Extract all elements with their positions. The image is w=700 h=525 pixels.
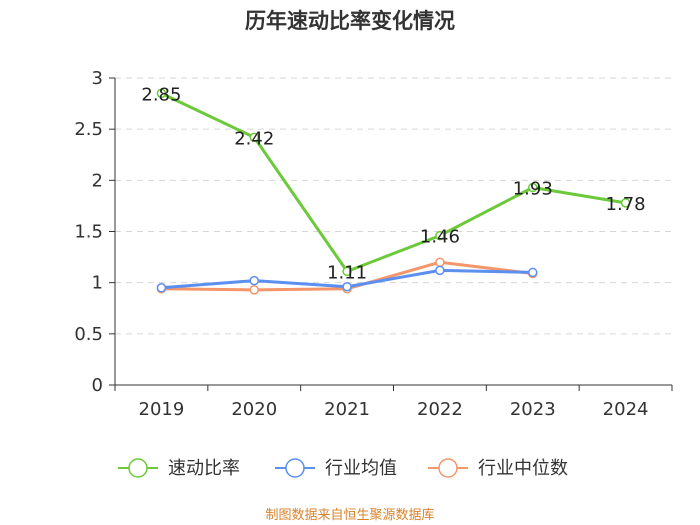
data-point (342, 266, 352, 277)
axes: 0 0.5 1 1.5 2 2.5 3 2019 2020 2021 2022 2023 2024 (74, 68, 673, 420)
x-tick-label: 2019 (139, 399, 185, 420)
y-tick-label: 2.5 (74, 119, 103, 140)
data-label: 1.46 (420, 227, 460, 248)
legend-item[interactable]: 行业中位数 (428, 458, 568, 479)
x-tick-label: 2024 (603, 399, 649, 420)
x-tick-label: 2020 (231, 399, 277, 420)
data-label: 2.85 (141, 84, 181, 105)
y-tick-label: 3 (92, 68, 103, 89)
y-tick-label: 0 (92, 375, 103, 396)
data-point (620, 198, 631, 208)
chart-title: 历年速动比率变化情况 (245, 9, 455, 33)
data-point (435, 265, 445, 276)
grid-lines (115, 77, 672, 335)
data-point (342, 282, 352, 292)
y-tick-label: 1 (92, 273, 103, 294)
data-point (528, 267, 538, 278)
data-point (249, 132, 259, 143)
legend[interactable]: 速动比率 行业均值 行业中位数 (118, 458, 568, 479)
data-point (528, 182, 538, 193)
series-line (160, 91, 626, 273)
data-point (249, 285, 259, 295)
legend-label: 速动比率 (168, 458, 240, 479)
legend-marker (438, 458, 458, 478)
y-tick-label: 2 (92, 170, 103, 191)
legend-label: 行业均值 (325, 458, 397, 479)
source-note: 制图数据来自恒生聚源数据库 (265, 507, 434, 523)
data-point (435, 230, 445, 241)
data-label: 1.11 (327, 262, 367, 283)
x-tick-label: 2021 (324, 399, 370, 420)
legend-marker (285, 458, 305, 478)
legend-item[interactable]: 速动比率 (118, 458, 240, 479)
y-tick-label: 1.5 (74, 222, 103, 243)
series-lines (156, 88, 631, 295)
data-labels: 2.85 2.42 1.11 1.46 1.93 1.78 (141, 84, 645, 283)
data-point (249, 275, 259, 286)
y-tick-label: 0.5 (74, 324, 103, 345)
data-label: 1.78 (606, 194, 646, 215)
data-point (435, 257, 445, 267)
legend-marker (128, 458, 148, 478)
x-tick-label: 2023 (510, 399, 556, 420)
data-point (156, 283, 167, 293)
data-label: 2.42 (234, 128, 274, 149)
legend-label: 行业中位数 (478, 458, 568, 479)
legend-item[interactable]: 行业均值 (275, 458, 397, 479)
x-tick-label: 2022 (417, 399, 463, 420)
data-label: 1.93 (513, 178, 553, 199)
data-point (156, 88, 167, 99)
